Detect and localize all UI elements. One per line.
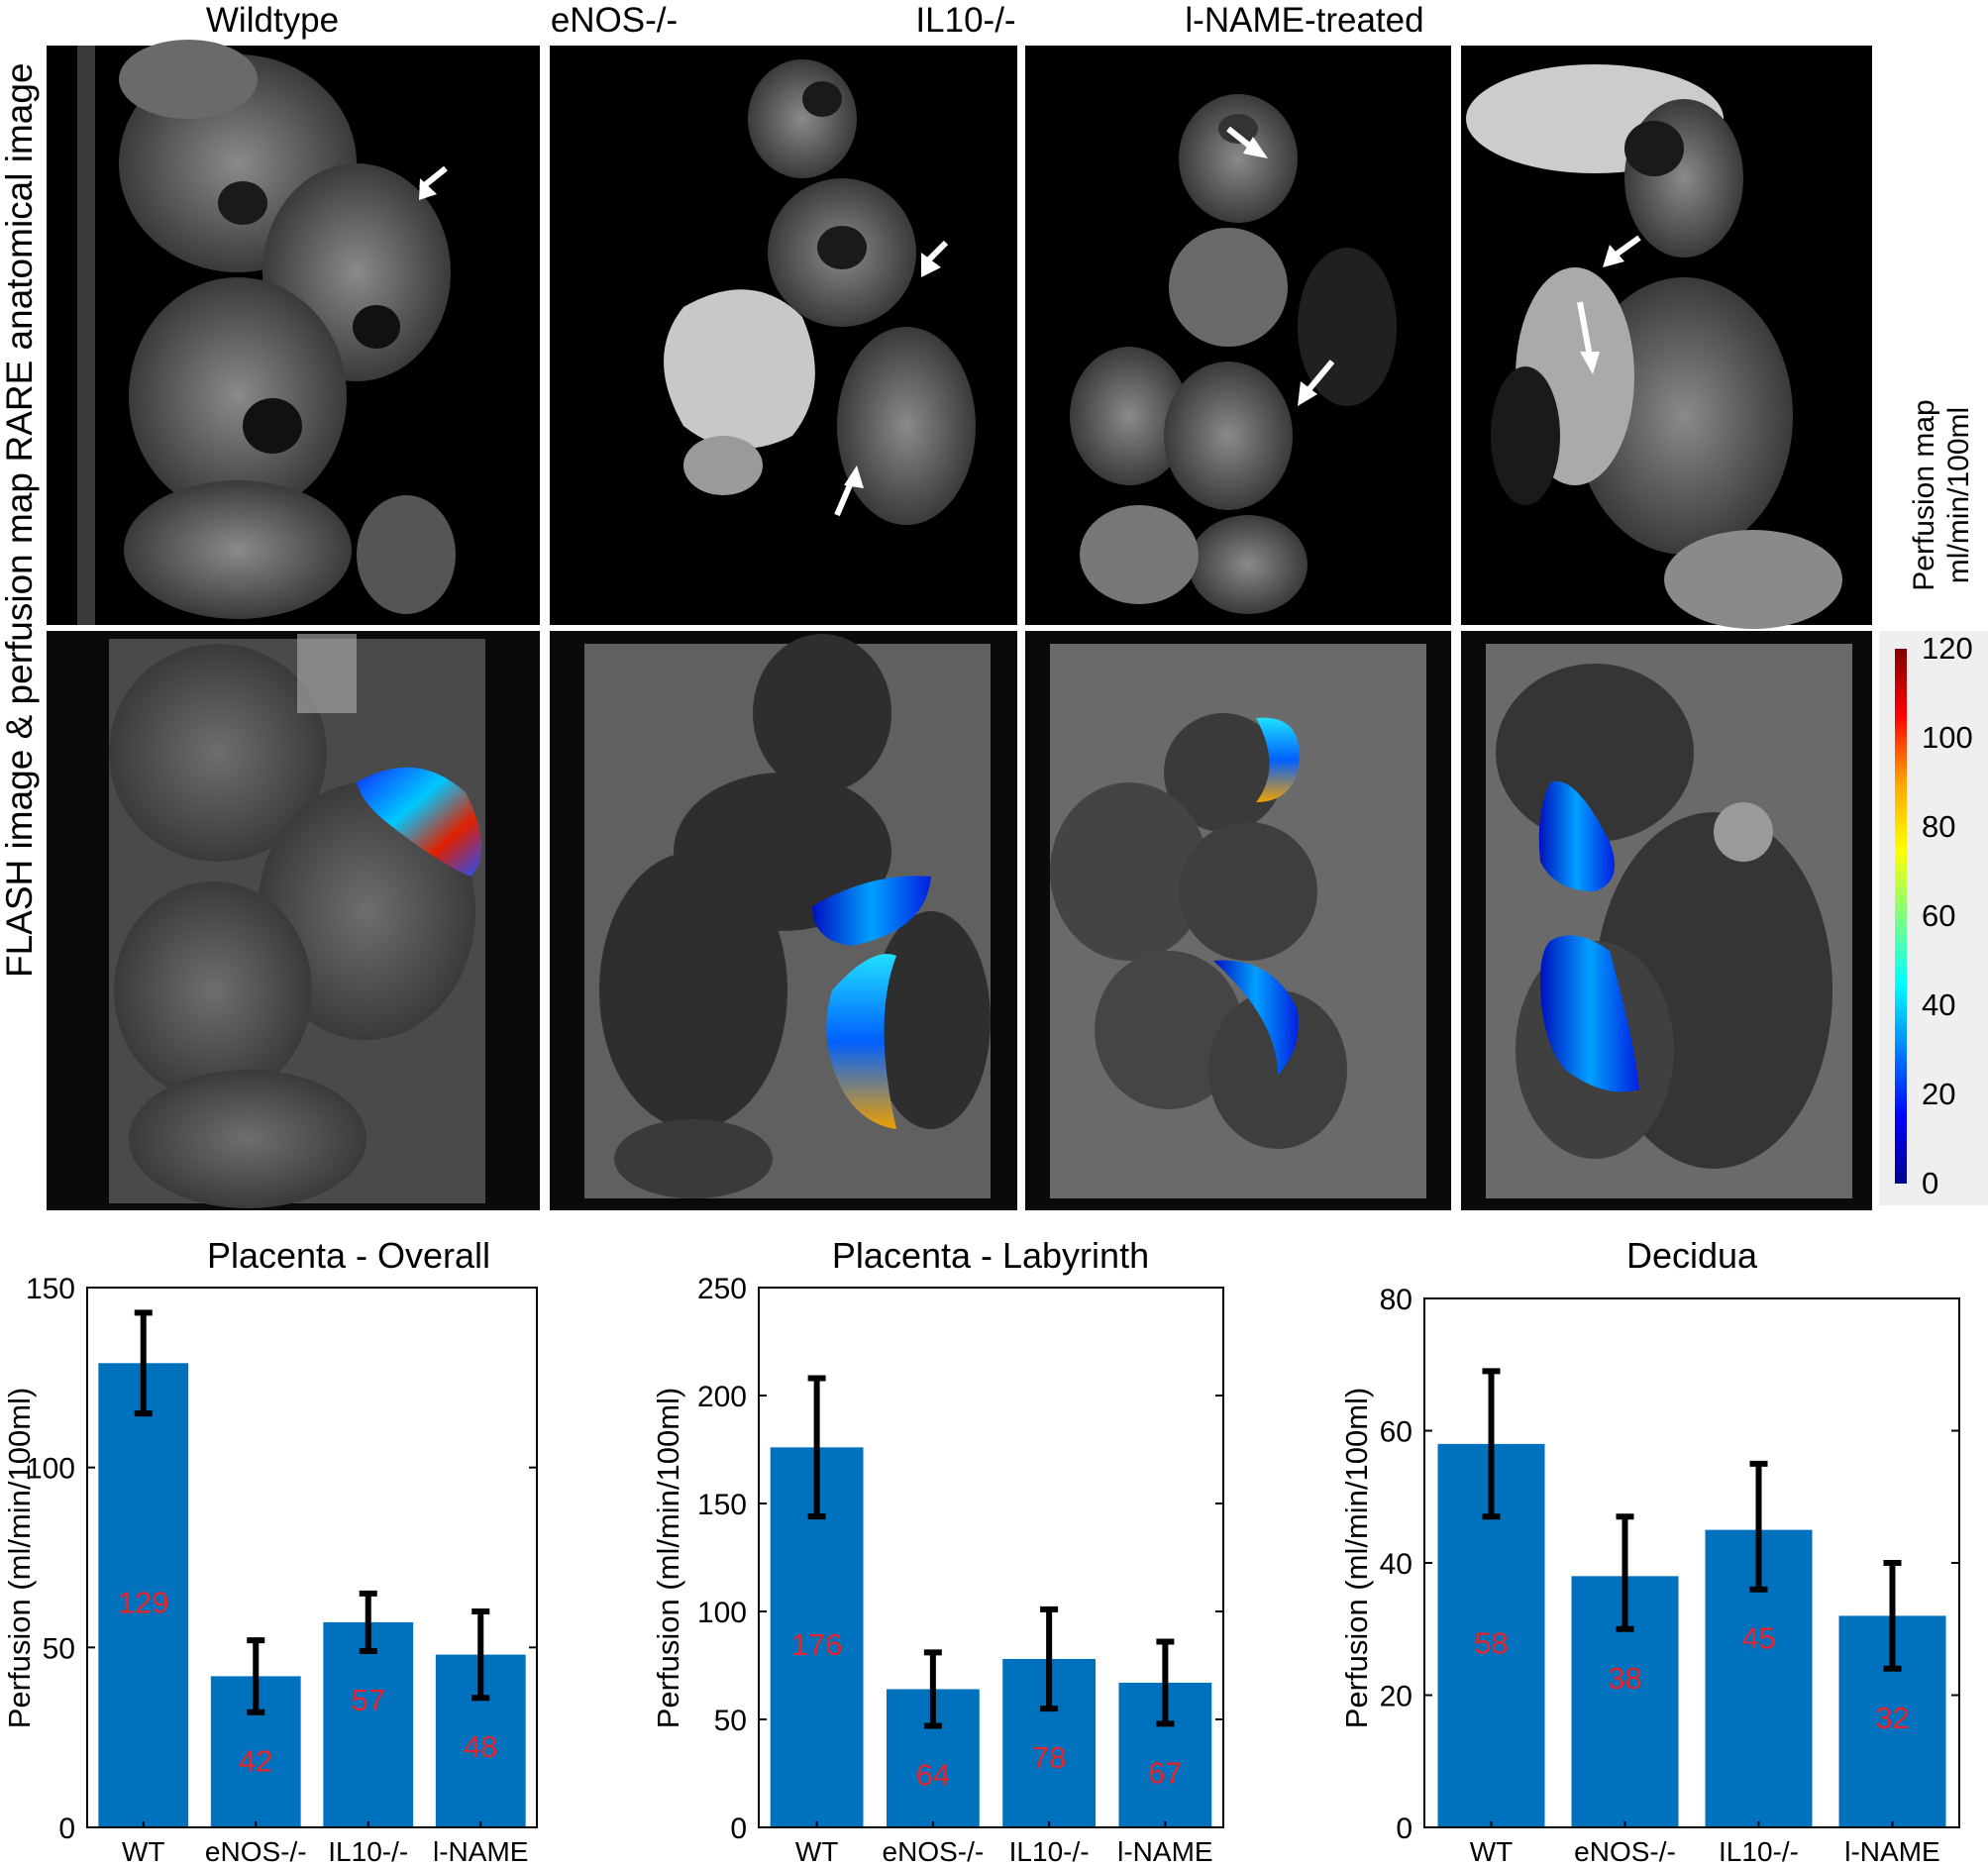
flash-image-il10 bbox=[1025, 631, 1451, 1210]
x-tick-label: eNOS-/- bbox=[883, 1836, 985, 1865]
chart-title: Placenta - Labyrinth bbox=[832, 1235, 1149, 1276]
bar-value-label: 38 bbox=[1608, 1661, 1641, 1696]
chart-title: Placenta - Overall bbox=[207, 1235, 490, 1276]
bar-chart-placenta-labyrinth: Placenta - Labyrinth Perfusion (ml/min/10… bbox=[651, 1235, 1224, 1865]
bar-value-label: 58 bbox=[1474, 1625, 1508, 1660]
bar-value-label: 42 bbox=[239, 1744, 272, 1779]
colorbar-title-line1: Perfusion map bbox=[1908, 399, 1940, 590]
perfusion-overlay-il10-upper bbox=[1256, 717, 1300, 802]
flash-image-enos bbox=[550, 631, 1017, 1210]
perfusion-overlay-lname-lower bbox=[1540, 935, 1639, 1092]
y-tick-label: 0 bbox=[1396, 1813, 1413, 1845]
bar-value-label: 129 bbox=[118, 1586, 169, 1620]
column-title-enos: eNOS-/- bbox=[551, 1, 678, 40]
colorbar-tick-label: 100 bbox=[1922, 720, 1973, 755]
bar-value-label: 64 bbox=[916, 1758, 950, 1793]
colorbar-tick-label: 20 bbox=[1922, 1077, 1955, 1111]
row-label-flash: FLASH image & perfusion map bbox=[0, 472, 40, 978]
perfusion-overlay-il10-lower bbox=[1213, 960, 1299, 1075]
column-titles: Wildtype eNOS-/- IL10-/- l-NAME-treated bbox=[206, 1, 1424, 40]
y-tick-label: 100 bbox=[26, 1453, 75, 1486]
rare-image-il10 bbox=[1025, 46, 1451, 625]
flash-image-lname bbox=[1461, 631, 1872, 1210]
colorbar-tick-label: 40 bbox=[1922, 987, 1955, 1022]
y-tick-label: 250 bbox=[697, 1273, 747, 1305]
y-axis-label: Perfusion (ml/min/100ml) bbox=[2, 1388, 37, 1729]
bar bbox=[98, 1363, 189, 1827]
x-tick-label: WT bbox=[795, 1836, 839, 1865]
y-tick-label: 20 bbox=[1380, 1681, 1413, 1713]
y-tick-label: 50 bbox=[43, 1632, 75, 1665]
bar-value-label: 48 bbox=[464, 1729, 497, 1764]
column-title-il10: IL10-/- bbox=[915, 1, 1015, 40]
colorbar-tick-label: 120 bbox=[1922, 631, 1973, 666]
colorbar-tick-label: 0 bbox=[1922, 1166, 1938, 1200]
rare-image-enos bbox=[550, 46, 1017, 625]
y-tick-label: 80 bbox=[1380, 1284, 1413, 1316]
y-tick-label: 50 bbox=[714, 1705, 747, 1737]
colorbar-tick-label: 80 bbox=[1922, 809, 1955, 844]
plot-frame bbox=[86, 1287, 538, 1828]
y-tick-label: 60 bbox=[1380, 1416, 1413, 1449]
x-tick-label: eNOS-/- bbox=[1574, 1836, 1676, 1865]
bar-value-label: 176 bbox=[791, 1627, 843, 1662]
bar-value-label: 78 bbox=[1032, 1740, 1066, 1775]
bar-value-label: 57 bbox=[352, 1683, 385, 1717]
bar bbox=[323, 1621, 414, 1827]
x-tick-label: eNOS-/- bbox=[205, 1836, 307, 1865]
y-axis-label: Perfusion (ml/min/100ml) bbox=[651, 1388, 685, 1729]
perfusion-overlay-enos-lower bbox=[826, 954, 896, 1129]
rare-image-wildtype bbox=[47, 40, 540, 625]
row-label-rare: RARE anatomical image bbox=[0, 62, 40, 462]
x-tick-label: WT bbox=[1470, 1836, 1514, 1865]
y-tick-label: 100 bbox=[697, 1597, 747, 1629]
bar-value-label: 67 bbox=[1148, 1755, 1182, 1790]
x-tick-label: IL10-/- bbox=[328, 1836, 408, 1865]
y-tick-label: 0 bbox=[58, 1813, 75, 1845]
x-tick-label: l-NAME bbox=[1844, 1836, 1939, 1865]
x-tick-label: IL10-/- bbox=[1719, 1836, 1799, 1865]
perfusion-overlay-lname-upper bbox=[1538, 780, 1615, 891]
bar-chart-decidua: Decidua Perfusion (ml/min/100ml) 58 WT 38 eNO… bbox=[1339, 1235, 1960, 1865]
rare-image-lname bbox=[1461, 46, 1872, 629]
plot-frame bbox=[1423, 1297, 1960, 1828]
x-tick-label: IL10-/- bbox=[1009, 1836, 1090, 1865]
colorbar-tick-label: 60 bbox=[1922, 898, 1955, 933]
colorbar: Perfusion map ml/min/100ml 120 100 80 60… bbox=[1879, 399, 1988, 1205]
bar-value-label: 45 bbox=[1741, 1621, 1775, 1656]
bar-chart-placenta-overall: Placenta - Overall Perfusion (ml/min/100m… bbox=[2, 1235, 538, 1865]
x-tick-label: l-NAME bbox=[1117, 1836, 1212, 1865]
bar-value-label: 32 bbox=[1875, 1701, 1909, 1735]
x-tick-label: l-NAME bbox=[433, 1836, 528, 1865]
perfusion-overlay-enos-upper bbox=[812, 876, 931, 946]
chart-title: Decidua bbox=[1626, 1235, 1758, 1276]
perfusion-overlay-wildtype bbox=[357, 767, 482, 877]
y-tick-label: 150 bbox=[26, 1273, 75, 1305]
plot-frame bbox=[758, 1287, 1224, 1828]
y-axis-label: Perfusion (ml/min/100ml) bbox=[1339, 1388, 1374, 1729]
colorbar-title-line2: ml/min/100ml bbox=[1942, 407, 1975, 583]
y-tick-label: 0 bbox=[730, 1813, 747, 1845]
flash-image-wildtype bbox=[47, 631, 540, 1210]
y-tick-label: 150 bbox=[697, 1489, 747, 1521]
y-tick-label: 200 bbox=[697, 1381, 747, 1413]
y-tick-label: 40 bbox=[1380, 1548, 1413, 1581]
column-title-wildtype: Wildtype bbox=[206, 1, 339, 40]
x-tick-label: WT bbox=[122, 1836, 165, 1865]
column-title-lname: l-NAME-treated bbox=[1185, 1, 1423, 40]
colorbar-scale bbox=[1895, 649, 1907, 1184]
